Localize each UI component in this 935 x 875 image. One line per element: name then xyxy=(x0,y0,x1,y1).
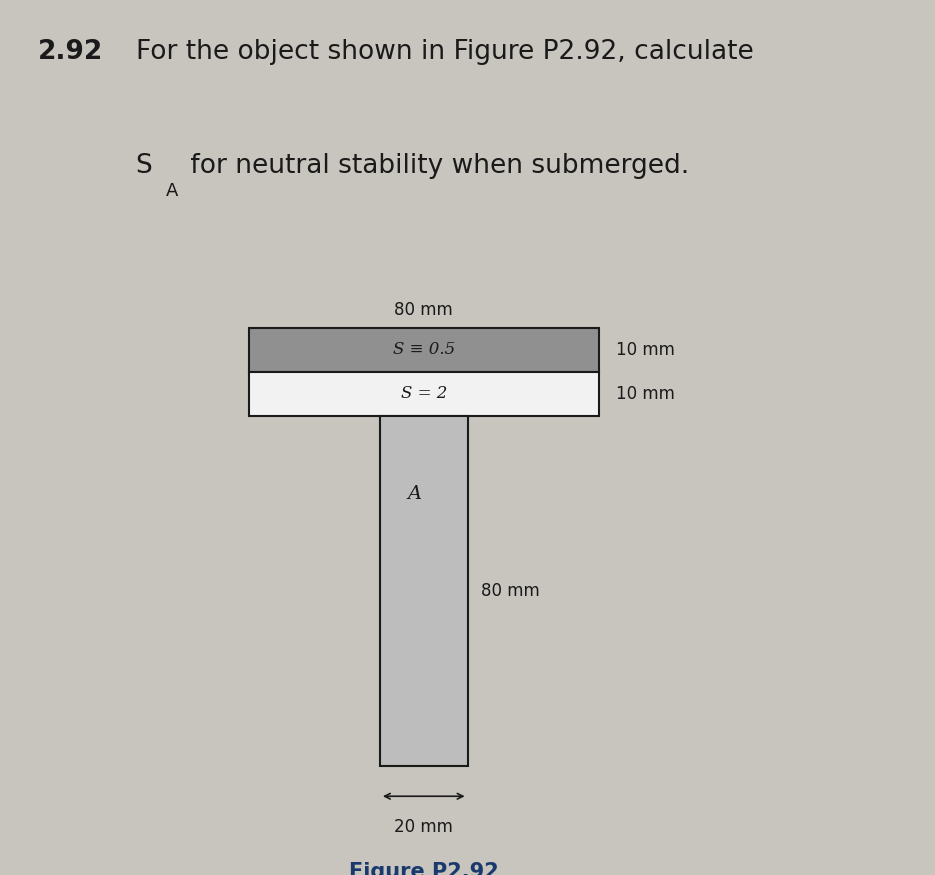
Bar xyxy=(380,416,468,766)
Text: A: A xyxy=(165,181,178,200)
Text: S: S xyxy=(136,153,152,179)
Text: 10 mm: 10 mm xyxy=(616,341,675,359)
Text: 10 mm: 10 mm xyxy=(616,385,675,402)
Text: A: A xyxy=(408,486,422,503)
Text: 80 mm: 80 mm xyxy=(395,301,453,319)
Text: 2.92: 2.92 xyxy=(37,39,103,66)
Text: For the object shown in Figure P2.92, calculate: For the object shown in Figure P2.92, ca… xyxy=(136,39,754,66)
Text: S = 2: S = 2 xyxy=(400,385,447,402)
Text: 80 mm: 80 mm xyxy=(481,582,539,599)
Text: Figure P2.92: Figure P2.92 xyxy=(349,862,498,875)
Text: for neutral stability when submerged.: for neutral stability when submerged. xyxy=(182,153,690,179)
Text: S ≡ 0.5: S ≡ 0.5 xyxy=(393,341,454,359)
Bar xyxy=(249,328,598,372)
Text: 20 mm: 20 mm xyxy=(395,818,453,836)
Bar xyxy=(249,372,598,416)
